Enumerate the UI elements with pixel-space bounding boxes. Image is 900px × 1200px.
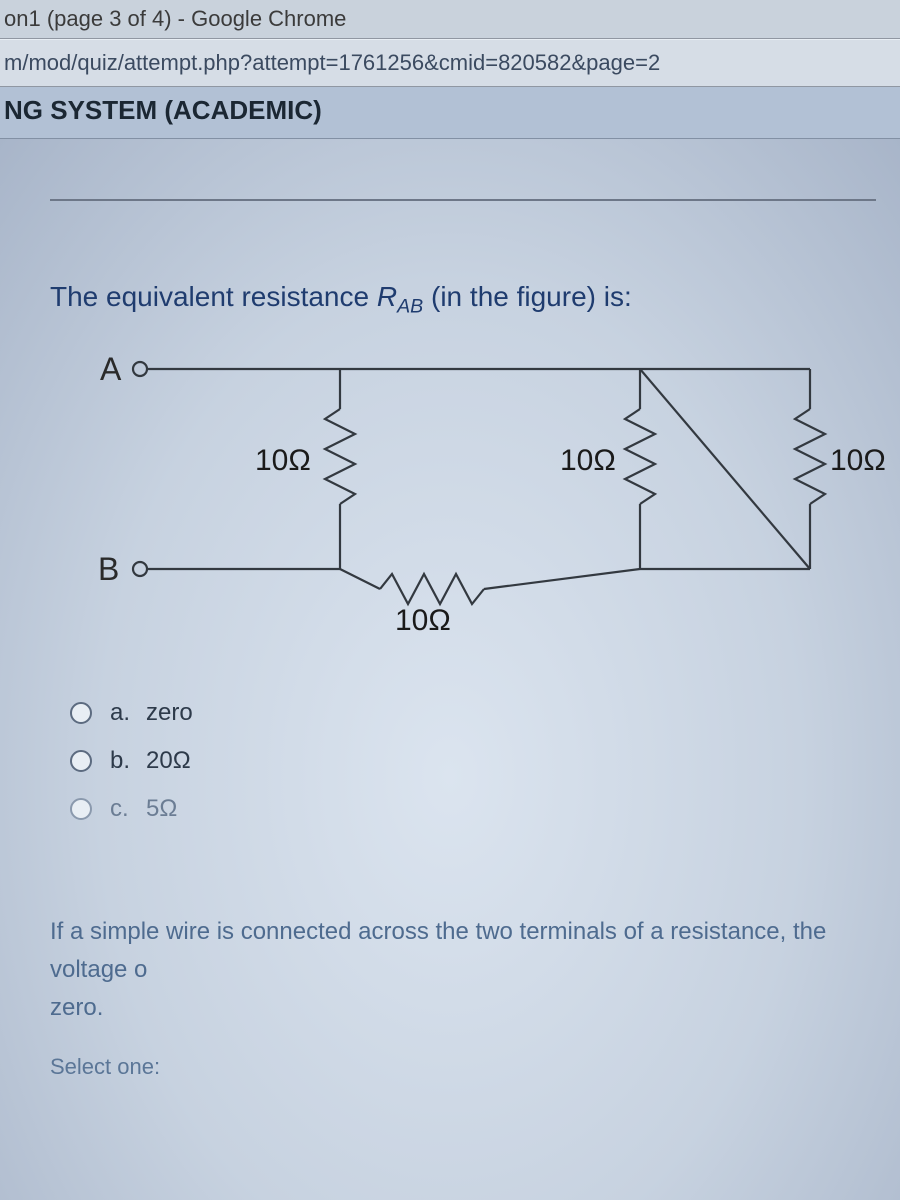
answer-option-c[interactable]: c. 5Ω [70, 795, 876, 823]
question-prefix: The equivalent resistance [50, 281, 377, 312]
answer-letter: b. [110, 747, 146, 775]
question-symbol: R [377, 281, 397, 312]
select-one-label: Select one: [50, 1054, 876, 1080]
followup-question: If a simple wire is connected across the… [50, 913, 876, 1028]
resistor-3-label: 10Ω [830, 444, 886, 478]
terminal-b-label: B [98, 551, 119, 588]
followup-line2: zero. [50, 994, 103, 1021]
answer-option-b[interactable]: b. 20Ω [70, 747, 876, 775]
answer-text: zero [146, 699, 193, 727]
resistor-4-label: 10Ω [395, 604, 451, 638]
answer-text: 20Ω [146, 747, 191, 775]
resistor-2-label: 10Ω [560, 444, 616, 478]
circuit-diagram: A B 10Ω 10Ω 10Ω 10Ω [40, 339, 860, 659]
answer-option-a[interactable]: a. zero [70, 699, 876, 727]
chrome-tab-title: on1 (page 3 of 4) - Google Chrome [0, 0, 900, 39]
answer-text: 5Ω [146, 795, 177, 823]
radio-icon[interactable] [70, 798, 92, 820]
page-header-title: NG SYSTEM (ACADEMIC) [0, 87, 900, 139]
question-suffix: (in the figure) is: [423, 281, 632, 312]
radio-icon[interactable] [70, 702, 92, 724]
radio-icon[interactable] [70, 750, 92, 772]
question-text: The equivalent resistance RAB (in the fi… [50, 281, 876, 319]
question-subscript: AB [397, 296, 423, 318]
quiz-content-area: The equivalent resistance RAB (in the fi… [0, 139, 900, 1200]
answer-letter: a. [110, 699, 146, 727]
divider-line [50, 199, 876, 201]
browser-url-bar[interactable]: m/mod/quiz/attempt.php?attempt=1761256&c… [0, 39, 900, 87]
answer-letter: c. [110, 795, 146, 823]
followup-line1: If a simple wire is connected across the… [50, 918, 826, 983]
terminal-a-label: A [100, 351, 121, 388]
answer-options: a. zero b. 20Ω c. 5Ω [70, 699, 876, 823]
resistor-1-label: 10Ω [255, 444, 311, 478]
